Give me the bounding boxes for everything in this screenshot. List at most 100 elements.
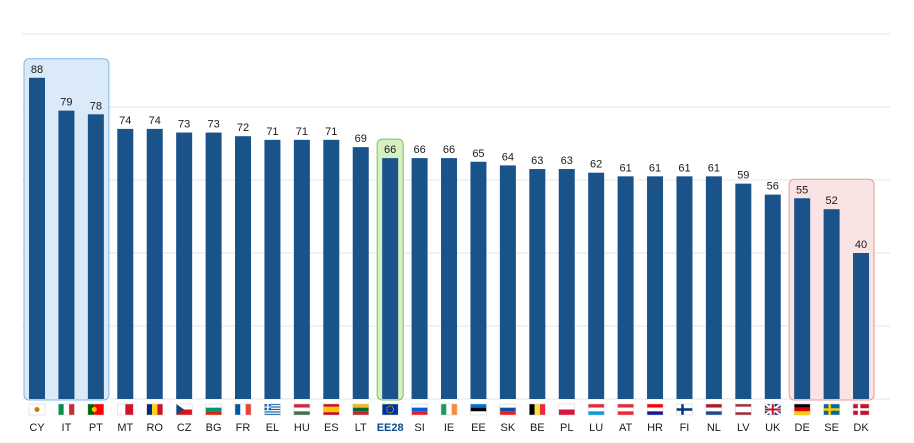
bar-it xyxy=(58,110,75,400)
flag-ro-icon xyxy=(146,403,163,416)
value-label: 66 xyxy=(413,144,425,156)
bar-pl xyxy=(558,169,575,399)
category-label: LU xyxy=(589,422,603,434)
category-label: PL xyxy=(560,422,573,434)
category-label: HU xyxy=(294,422,310,434)
bar-mt xyxy=(117,128,134,399)
flag-pt-icon xyxy=(87,403,105,416)
value-label: 62 xyxy=(590,159,602,171)
bar-se xyxy=(823,209,840,399)
bar-ro xyxy=(146,128,163,399)
category-label: SK xyxy=(501,422,516,434)
bar-sk xyxy=(499,165,516,399)
value-label: 61 xyxy=(649,162,661,174)
value-label: 63 xyxy=(531,155,543,167)
flag-fi-icon xyxy=(676,403,693,416)
bar-ie xyxy=(441,158,458,399)
category-label: IT xyxy=(62,422,72,434)
bar-es xyxy=(323,139,340,399)
category-label: SE xyxy=(824,422,839,434)
flag-at-icon xyxy=(617,403,634,416)
bar-nl xyxy=(705,176,722,399)
flag-ee28-icon xyxy=(381,403,399,416)
category-label: SI xyxy=(414,422,424,434)
flag-el-icon xyxy=(264,403,281,416)
value-label: 56 xyxy=(767,181,779,193)
bars xyxy=(29,77,870,400)
value-label: 73 xyxy=(207,119,219,131)
flag-se-icon xyxy=(823,403,840,416)
bar-cz xyxy=(176,132,193,400)
bar-cy xyxy=(29,77,45,400)
category-label: DK xyxy=(853,422,869,434)
value-label: 71 xyxy=(266,126,278,138)
bar-de xyxy=(794,198,811,399)
bar-dk xyxy=(853,253,870,399)
value-label: 40 xyxy=(855,239,867,251)
flag-hr-icon xyxy=(646,403,664,416)
flag-uk-icon xyxy=(764,403,782,416)
category-label: IE xyxy=(444,422,454,434)
category-label: LT xyxy=(355,422,367,434)
bar-at xyxy=(617,176,634,399)
value-label: 74 xyxy=(119,115,131,127)
bar-lu xyxy=(588,172,605,399)
value-label: 63 xyxy=(561,155,573,167)
category-label: FI xyxy=(680,422,690,434)
value-label: 79 xyxy=(60,97,72,109)
bar-el xyxy=(264,139,281,399)
category-label: EE28 xyxy=(377,422,404,434)
flag-cy-icon xyxy=(28,403,46,416)
bar-ee xyxy=(470,161,487,399)
flag-hu-icon xyxy=(293,403,311,416)
bar-hu xyxy=(293,139,310,399)
flag-mt-icon xyxy=(117,403,134,416)
bar-ee28 xyxy=(382,158,399,399)
category-label: DE xyxy=(795,422,810,434)
flag-it-icon xyxy=(58,403,75,416)
value-label: 72 xyxy=(237,122,249,134)
bar-fr xyxy=(235,136,252,399)
value-label: 69 xyxy=(355,133,367,145)
country-flags xyxy=(28,403,870,416)
flag-fr-icon xyxy=(234,403,252,416)
value-label: 88 xyxy=(31,64,43,76)
bar-be xyxy=(529,169,546,399)
value-label: 61 xyxy=(619,162,631,174)
bar-hr xyxy=(647,176,664,399)
value-label: 55 xyxy=(796,184,808,196)
category-label: ES xyxy=(324,422,339,434)
category-label: PT xyxy=(89,422,103,434)
flag-lv-icon xyxy=(735,403,752,416)
value-label: 71 xyxy=(296,126,308,138)
category-label: NL xyxy=(707,422,721,434)
value-label: 66 xyxy=(384,144,396,156)
value-label: 71 xyxy=(325,126,337,138)
value-label: 64 xyxy=(502,151,514,163)
category-label: BE xyxy=(530,422,545,434)
flag-cz-icon xyxy=(175,403,193,416)
value-label: 78 xyxy=(90,100,102,112)
category-label: BG xyxy=(206,422,222,434)
category-label: LV xyxy=(737,422,750,434)
flag-dk-icon xyxy=(852,403,870,416)
bar-fi xyxy=(676,176,693,399)
flag-sk-icon xyxy=(499,403,517,416)
flag-lt-icon xyxy=(352,403,369,416)
value-label: 65 xyxy=(472,148,484,160)
category-label: UK xyxy=(765,422,781,434)
bar-lt xyxy=(352,147,369,399)
value-label: 52 xyxy=(825,195,837,207)
flag-de-icon xyxy=(793,403,811,416)
category-label: EL xyxy=(266,422,279,434)
flag-si-icon xyxy=(411,403,428,416)
flag-be-icon xyxy=(529,403,546,416)
category-label: RO xyxy=(146,422,163,434)
category-label: EE xyxy=(471,422,486,434)
value-label: 74 xyxy=(149,115,161,127)
flag-nl-icon xyxy=(705,403,723,416)
category-label: FR xyxy=(236,422,251,434)
flag-bg-icon xyxy=(205,403,222,416)
category-label: HR xyxy=(647,422,663,434)
